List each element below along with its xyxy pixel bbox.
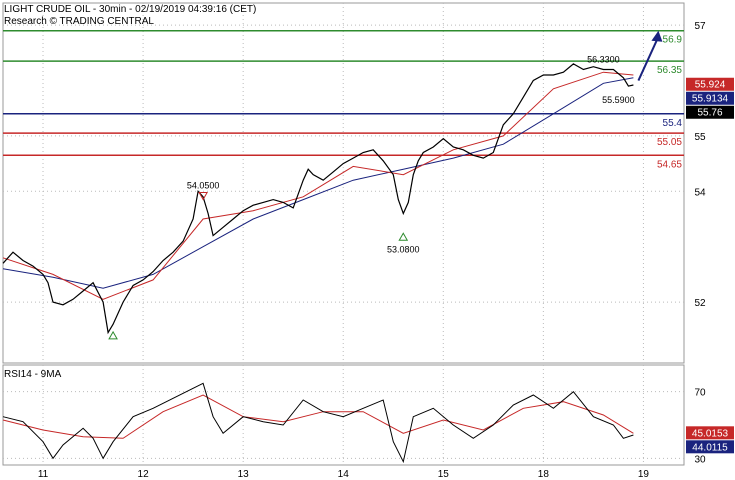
rsi-line <box>2 382 634 464</box>
annotations: 56.3300 55.5900 54.0500 53.0800 <box>108 30 663 340</box>
level-label: 54.65 <box>657 159 682 170</box>
level-label: 56.9 <box>663 35 683 46</box>
rsi-panel-title: RSI14 - 9MA <box>4 369 62 380</box>
price-lines <box>2 63 634 335</box>
price-y-tick-label: 52 <box>694 298 706 309</box>
rsi-badge-label: 44.0115 <box>692 442 728 453</box>
annotation-label: 55.5900 <box>602 95 635 105</box>
x-tick-label: 13 <box>238 469 250 480</box>
x-tick-label: 11 <box>38 469 49 480</box>
price-badge-bg <box>686 91 734 105</box>
annotation-label: 54.0500 <box>187 181 220 191</box>
level-label: 55.4 <box>663 118 683 129</box>
x-tick-label: 19 <box>638 469 650 480</box>
x-tick-label: 14 <box>338 469 350 480</box>
rsi-grid <box>3 365 684 465</box>
price-badges: 55.924 55.9134 55.76 45.0153 44.0115 <box>686 77 734 454</box>
triangle-up-marker <box>108 330 118 340</box>
price-badge-label: 55.9134 <box>692 94 729 105</box>
rsi-lines <box>2 382 634 464</box>
triangle-down-marker <box>198 192 208 201</box>
x-tick-label: 18 <box>538 469 550 480</box>
price-badge-label: 55.76 <box>697 108 722 119</box>
x-tick-label: 15 <box>438 469 450 480</box>
ma-fast-line <box>2 71 634 300</box>
price-line <box>2 63 634 335</box>
annotation-label: 56.3300 <box>587 54 620 64</box>
price-grid <box>3 3 684 363</box>
rsi-badge-bg <box>686 440 734 454</box>
price-y-tick-label: 55 <box>694 132 706 143</box>
forecast-arrow-head <box>651 30 663 42</box>
x-tick-label: 12 <box>138 469 150 480</box>
forecast-arrow-line <box>637 36 660 81</box>
rsi-badge-label: 45.0153 <box>692 428 729 439</box>
ma-slow-line <box>2 77 634 289</box>
chart-header-line2: Research © TRADING CENTRAL <box>4 16 154 27</box>
price-y-tick-label: 54 <box>694 187 706 198</box>
price-badge-bg <box>686 105 734 119</box>
rsi-badge-bg <box>686 426 734 440</box>
annotation-label: 53.0800 <box>387 244 420 254</box>
price-badge-label: 55.924 <box>695 80 726 91</box>
axis-labels: 57 55 54 52 11 12 13 14 15 18 19 70 30 <box>38 21 706 480</box>
price-badge-bg <box>686 77 734 91</box>
rsi-y-tick-label: 30 <box>694 454 706 465</box>
price-y-tick-label: 57 <box>694 21 706 32</box>
horizontal-levels: 56.9 56.35 55.4 55.05 54.65 <box>3 29 684 170</box>
rsi-y-tick-label: 70 <box>694 388 706 399</box>
level-label: 56.35 <box>657 65 682 76</box>
chart-header-line1: LIGHT CRUDE OIL - 30min - 02/19/2019 04:… <box>4 4 256 15</box>
triangle-up-marker <box>398 232 409 241</box>
level-label: 55.05 <box>657 137 682 148</box>
